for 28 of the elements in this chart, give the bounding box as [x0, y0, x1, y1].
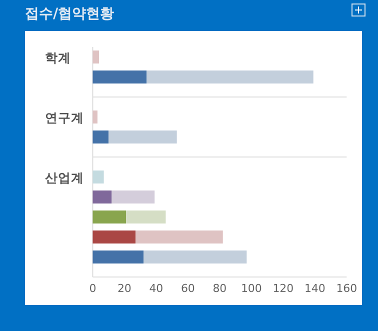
y-tick-label: 연구계	[45, 110, 84, 125]
bar	[92, 230, 136, 244]
bar	[144, 250, 247, 264]
chart-title: 접수/협약현황	[25, 6, 114, 22]
x-tick-label: 60	[180, 282, 195, 295]
bar	[92, 170, 104, 184]
x-tick-label: 40	[149, 282, 164, 295]
bar	[126, 210, 166, 224]
bar	[92, 210, 126, 224]
x-tick-label: 20	[117, 282, 132, 295]
bar	[92, 50, 100, 64]
y-tick-label: 학계	[45, 50, 71, 65]
bar	[136, 230, 223, 244]
bar	[108, 130, 177, 144]
x-tick-label: 0	[89, 282, 96, 295]
bar	[92, 190, 112, 204]
y-tick-label: 산업계	[45, 170, 84, 185]
bar	[146, 70, 314, 84]
bar	[92, 70, 147, 84]
x-tick-label: 100	[240, 282, 262, 295]
x-tick-label: 160	[336, 282, 358, 295]
bar	[92, 130, 109, 144]
x-tick-label: 80	[212, 282, 227, 295]
x-tick-label: 120	[272, 282, 294, 295]
x-tick-label: 140	[304, 282, 326, 295]
bar	[92, 250, 144, 264]
bar	[112, 190, 155, 204]
bar	[92, 110, 98, 124]
